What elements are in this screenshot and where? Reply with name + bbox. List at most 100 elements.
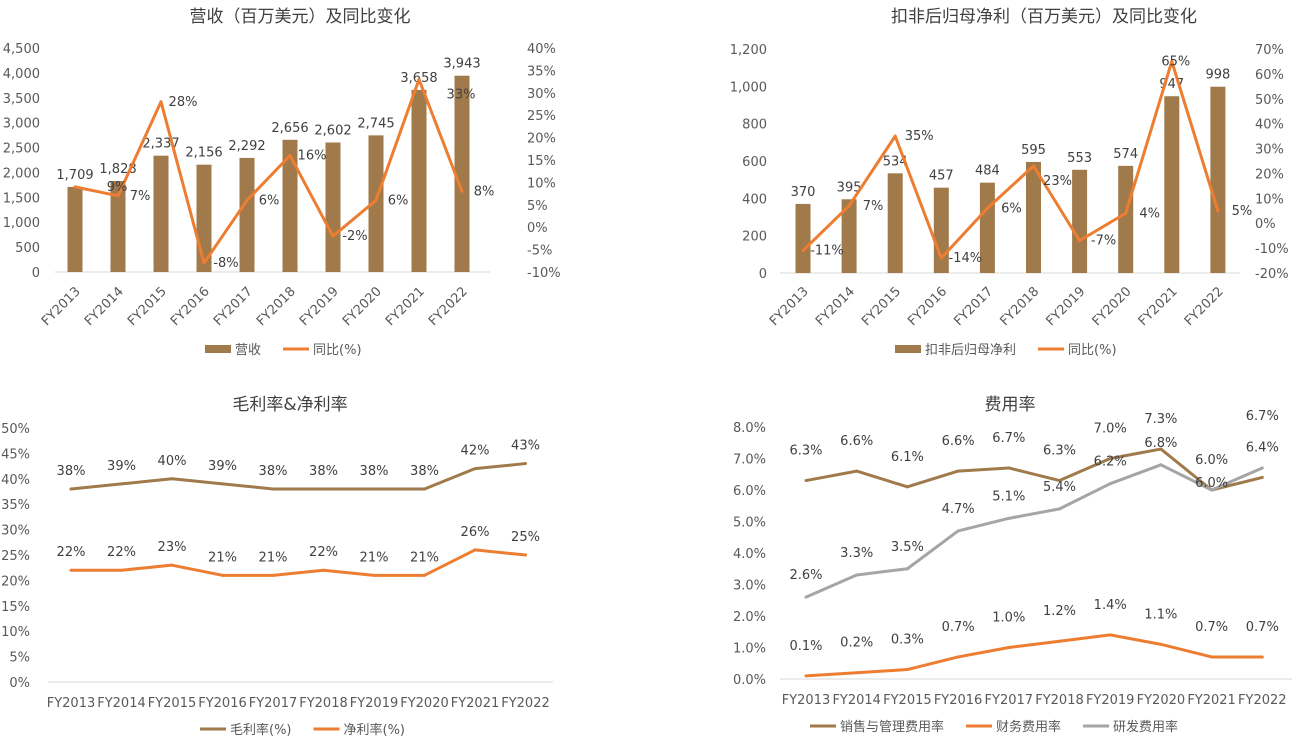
x-axis-tick: FY2014 [82,284,127,329]
line-point [170,477,174,481]
x-axis-tick: FY2021 [1187,693,1236,708]
bar-data-label: 370 [791,185,816,200]
line-data-label: 38% [57,464,86,479]
bar-FY2022 [454,75,470,272]
right-axis-tick: 60% [1255,68,1284,83]
line-data-label: 25% [511,530,540,545]
line-point [1108,633,1112,637]
x-axis-tick: FY2015 [859,284,904,329]
left-axis-tick: 8.0% [733,421,766,436]
left-axis-tick: 500 [15,241,40,256]
chart-2: 扣非后归母净利（百万美元）及同比变化 0 200 400 600 800 1,000 1,20… [730,7,1289,358]
line-data-label: 0.7% [942,620,975,635]
bar-data-label: 2,602 [314,123,351,138]
line-data-label: 0.3% [891,633,924,648]
left-axis-tick: 3,500 [3,92,40,107]
line-point [855,671,859,675]
legend-item: 研发费用率 [1083,719,1178,735]
line-point [120,568,123,572]
line-data-label: 7% [130,189,151,204]
line-point [331,234,335,238]
line-data-label: 6.3% [1043,444,1076,459]
line-data-label: 1.4% [1094,598,1127,613]
line-data-label: 6% [1001,201,1022,216]
line-data-label: 6.6% [942,434,975,449]
line-data-label: 39% [208,459,237,474]
line-point [905,485,909,489]
bar-FY2021 [1164,96,1180,273]
legend-item: 营收 [205,343,261,358]
bar-FY2013 [795,203,811,273]
line-data-label: 9% [107,180,128,195]
x-axis-tick: FY2017 [211,284,256,329]
line-point [1216,209,1220,213]
chart-4: 费用率 0.0% 1.0% 2.0% 3.0% 4.0% 5.0% 6.0% 7.0% 8.0% F… [733,395,1292,735]
left-axis-tick: 40% [1,473,30,488]
line-data-label: 5% [1232,204,1253,219]
legend-swatch [895,345,921,353]
bar-FY2022 [1210,86,1226,273]
line-data-label: 3.3% [840,546,873,561]
left-axis-tick: 2,500 [3,142,40,157]
bar-data-label: 457 [929,169,954,184]
legend-item: 财务费用率 [966,719,1061,735]
x-axis-tick: FY2020 [1090,284,1135,329]
right-axis-tick: -10% [527,266,561,281]
line-data-label: 43% [511,439,540,454]
line-data-label: 8% [474,184,495,199]
line-point [1260,475,1264,479]
bar-FY2013 [67,186,83,272]
right-axis-tick: 20% [1255,167,1284,182]
line-data-label: 6.4% [1246,440,1279,455]
x-axis-tick: FY2021 [451,696,500,711]
left-axis-tick: 0 [32,266,40,281]
line-data-label: 0.7% [1246,620,1279,635]
line-point [847,204,851,208]
line-point [372,573,376,577]
legend-item: 同比(%) [1038,343,1117,358]
left-axis-tick: 1.0% [733,642,766,657]
legend-swatch [205,345,231,353]
bar-FY2015 [887,173,903,273]
left-axis-tick: 25% [1,549,30,564]
legend-label: 研发费用率 [1113,719,1178,735]
bar-data-label: 574 [1113,147,1138,162]
line-point [905,567,909,571]
line-data-label: -14% [949,251,983,266]
chart-title: 扣非后归母净利（百万美元）及同比变化 [891,7,1197,27]
x-axis-tick: FY2015 [883,693,932,708]
legend-item: 扣非后归母净利 [895,343,1016,358]
line-point [939,256,943,260]
bar-data-label: 484 [975,164,1000,179]
x-axis-tick: FY2022 [426,284,471,329]
right-axis-tick: 25% [527,109,556,124]
bar-FY2014 [110,181,126,272]
line-data-label: 0.2% [840,636,873,651]
legend-label: 财务费用率 [996,719,1061,735]
left-axis-tick: 0.0% [733,673,766,688]
bar-FY2020 [368,135,384,272]
line-data-label: 40% [158,454,187,469]
line-point [271,487,275,491]
line-data-label: 6.0% [1195,453,1228,468]
line-point [460,189,464,193]
left-axis-tick: 4,500 [3,42,40,57]
line-data-label: 33% [447,87,476,102]
line-data-label: 38% [259,464,288,479]
chart-1: 营收（百万美元）及同比变化 0 500 1,000 1,500 2,000 2,500 3,0… [3,7,561,358]
left-axis-tick: 2,000 [3,166,40,181]
bar-FY2019 [1072,169,1088,273]
left-axis-tick: 1,000 [3,216,40,231]
right-axis-tick: 10% [1255,192,1284,207]
x-axis-tick: FY2021 [383,284,428,329]
x-axis-tick: FY2016 [905,284,950,329]
right-axis-tick: 35% [527,64,556,79]
series-line-2 [74,77,464,265]
line-data-label: 16% [298,149,327,164]
line-data-label: 4% [1139,206,1160,221]
left-axis-tick: 50% [1,422,30,437]
line-data-label: 3.5% [891,540,924,555]
line-data-label: 5.1% [992,489,1025,504]
line-point [1078,239,1082,243]
